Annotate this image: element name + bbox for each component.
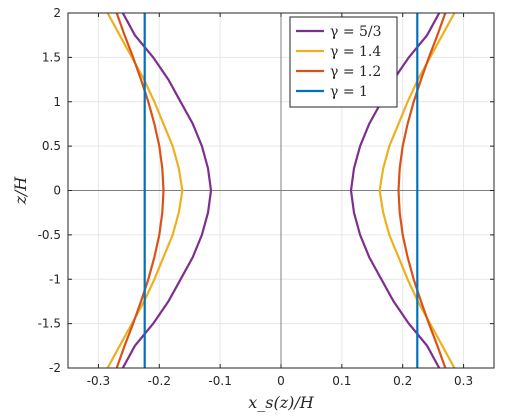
series-line-left bbox=[121, 13, 213, 368]
series-line-right bbox=[397, 13, 447, 368]
y-tick-label: -2 bbox=[49, 361, 61, 375]
x-tick-label: -0.1 bbox=[208, 374, 231, 388]
series-line-right bbox=[349, 13, 441, 368]
legend-entry: γ = 1.2 bbox=[330, 64, 381, 80]
y-tick-label: 0 bbox=[53, 184, 61, 198]
zero-lines bbox=[68, 13, 494, 368]
x-tick-label: 0.3 bbox=[454, 374, 473, 388]
tick-labels: -0.3 -0.2 -0.1 0 0.1 0.2 0.3 -2 -1.5 -1 -0.5 0 0.5 1 1… bbox=[38, 6, 474, 388]
y-axis-label: z/H bbox=[11, 176, 30, 206]
x-tick-label: -0.3 bbox=[87, 374, 110, 388]
series-line-left bbox=[106, 13, 184, 368]
x-tick-label: -0.2 bbox=[148, 374, 171, 388]
legend-entry: γ = 5/3 bbox=[330, 24, 382, 40]
y-tick-label: -1.5 bbox=[38, 317, 61, 331]
legend: γ = 5/3 γ = 1.4 γ = 1.2 γ = 1 bbox=[289, 16, 398, 108]
y-tick-label: 1 bbox=[53, 95, 61, 109]
y-tick-label: 1.5 bbox=[42, 50, 61, 64]
series-line-left bbox=[115, 13, 165, 368]
ticks bbox=[68, 12, 494, 369]
x-tick-label: 0.2 bbox=[393, 374, 412, 388]
y-tick-label: 2 bbox=[53, 6, 61, 20]
legend-entry: γ = 1 bbox=[330, 84, 368, 100]
x-tick-label: 0.1 bbox=[332, 374, 351, 388]
series-group bbox=[106, 13, 456, 368]
y-tick-label: -0.5 bbox=[38, 228, 61, 242]
y-tick-label: 0.5 bbox=[42, 139, 61, 153]
legend-entry: γ = 1.4 bbox=[330, 44, 381, 60]
y-tick-label: -1 bbox=[49, 272, 61, 286]
x-axis-label: x_s(z)/H bbox=[248, 393, 315, 412]
series-line-right bbox=[378, 13, 456, 368]
x-tick-label: 0 bbox=[277, 374, 285, 388]
